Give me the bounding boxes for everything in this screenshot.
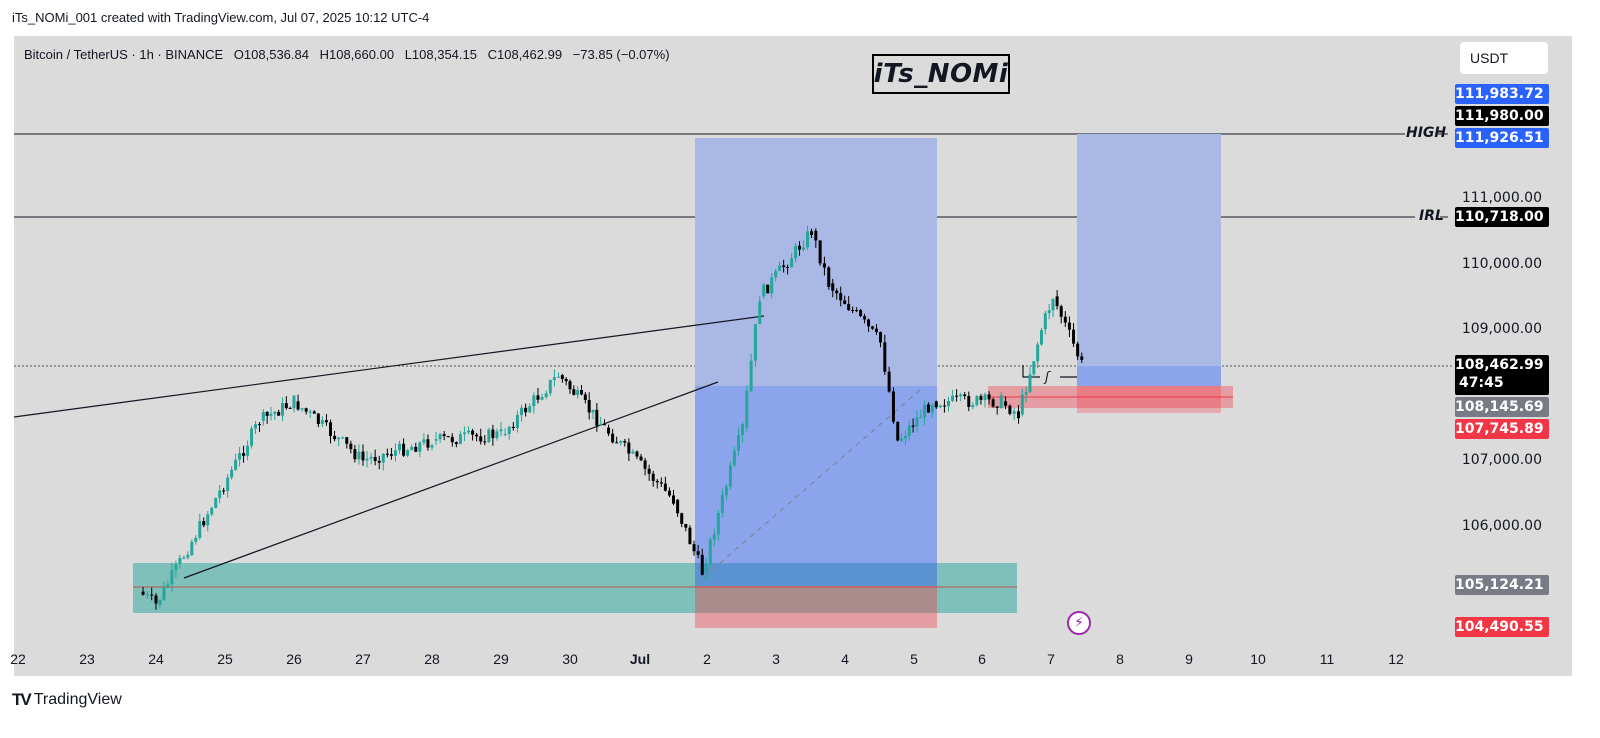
tp2-price-tag: 111,926.51 — [1455, 128, 1549, 148]
tradingview-logo-icon: TV — [12, 690, 32, 709]
ohlc-close: C108,462.99 — [487, 47, 563, 62]
ohlc-high: H108,660.00 — [319, 47, 395, 62]
time-tick: 28 — [424, 651, 440, 667]
tradingview-brand: TradingView — [33, 691, 122, 708]
lower-trendline — [183, 381, 719, 579]
ohlc-change: −73.85 (−0.07%) — [572, 47, 670, 62]
price-tick: 106,000.00 — [1461, 518, 1542, 534]
price-tick: 109,000.00 — [1461, 321, 1542, 337]
time-tick: 3 — [772, 651, 780, 667]
candlestick-series — [141, 225, 1084, 610]
position-2-stop-zone — [1077, 386, 1221, 413]
symbol-name: Bitcoin / TetherUS · 1h · BINANCE — [24, 47, 224, 62]
time-tick: 23 — [79, 651, 95, 667]
currency-button[interactable]: USDT — [1460, 42, 1548, 74]
stop-price-tag: 107,745.89 — [1455, 419, 1549, 439]
time-tick: 8 — [1116, 651, 1124, 667]
entry2-price-tag: 105,124.21 — [1455, 575, 1549, 595]
price-tick: 111,000.00 — [1461, 190, 1542, 206]
position-2-target-zone — [1077, 134, 1221, 366]
time-tick: 7 — [1047, 651, 1055, 667]
time-tick: 5 — [910, 651, 918, 667]
time-tick: 22 — [10, 651, 26, 667]
position-1-target-zone — [695, 138, 937, 386]
irl-price-tag: 110,718.00 — [1455, 207, 1549, 227]
irl-line-label: IRL — [1419, 208, 1444, 224]
price-tick: 107,000.00 — [1461, 452, 1542, 468]
lightning-alert-icon[interactable]: ⚡ — [1067, 611, 1091, 635]
tradingview-footer: TV TradingView — [12, 690, 122, 710]
time-tick: 25 — [217, 651, 233, 667]
time-tick: 9 — [1185, 651, 1193, 667]
watermark-text-box[interactable]: iTs_NOMi — [872, 54, 1010, 94]
price-tick: 110,000.00 — [1461, 256, 1542, 272]
time-tick: 29 — [493, 651, 509, 667]
ohlc-open: O108,536.84 — [233, 47, 309, 62]
high-price-tag: 111,980.00 — [1455, 106, 1549, 126]
last-price-value: 108,462.99 — [1455, 357, 1544, 373]
time-tick: 10 — [1250, 651, 1266, 667]
last-price-tag: 108,462.99 47:45 — [1455, 355, 1549, 395]
time-tick: 4 — [841, 651, 849, 667]
position-1-stop-zone — [695, 586, 937, 628]
high-line-label: HIGH — [1406, 125, 1447, 141]
svg-text:ʃ: ʃ — [1043, 370, 1051, 385]
time-tick: 6 — [978, 651, 986, 667]
time-tick-month: Jul — [629, 651, 651, 667]
upper-trendline — [13, 315, 765, 418]
tp1-price-tag: 111,983.72 — [1455, 84, 1549, 104]
time-tick: 27 — [355, 651, 371, 667]
chart-caption: iTs_NOMi_001 created with TradingView.co… — [12, 10, 430, 25]
entry-price-tag: 108,145.69 — [1455, 397, 1549, 417]
ohlc-low: L108,354.15 — [404, 47, 477, 62]
stop2-price-tag: 104,490.55 — [1455, 617, 1549, 637]
time-tick: 26 — [286, 651, 302, 667]
symbol-legend[interactable]: Bitcoin / TetherUS · 1h · BINANCE O108,5… — [24, 47, 677, 62]
time-tick: 2 — [703, 651, 711, 667]
time-tick: 11 — [1319, 651, 1335, 667]
time-tick: 12 — [1388, 651, 1404, 667]
bar-countdown: 47:45 — [1459, 375, 1504, 391]
time-tick: 24 — [148, 651, 164, 667]
time-tick: 30 — [562, 651, 578, 667]
